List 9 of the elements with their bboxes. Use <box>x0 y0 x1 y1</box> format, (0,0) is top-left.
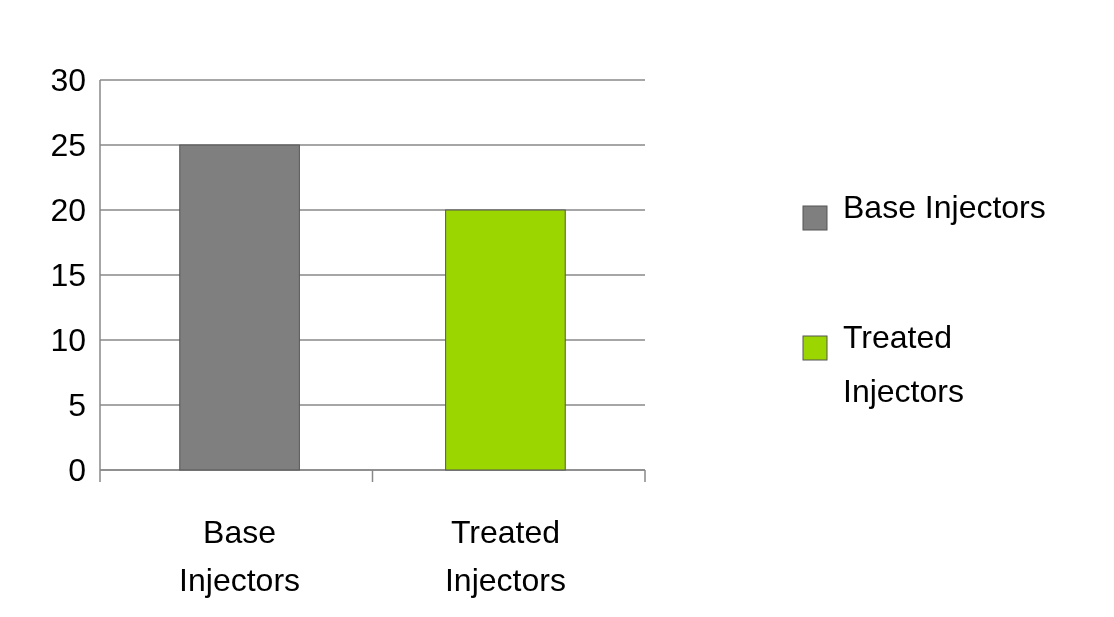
y-tick-label: 15 <box>50 257 86 294</box>
y-tick-label: 30 <box>50 62 86 99</box>
legend-label: Base Injectors <box>843 189 1046 225</box>
y-tick-label: 5 <box>68 387 86 424</box>
y-tick-label: 10 <box>50 322 86 359</box>
legend-label: Treated Injectors <box>843 319 964 409</box>
y-tick-label: 25 <box>50 127 86 164</box>
y-tick-label: 20 <box>50 192 86 229</box>
y-tick-label: 0 <box>68 452 86 489</box>
